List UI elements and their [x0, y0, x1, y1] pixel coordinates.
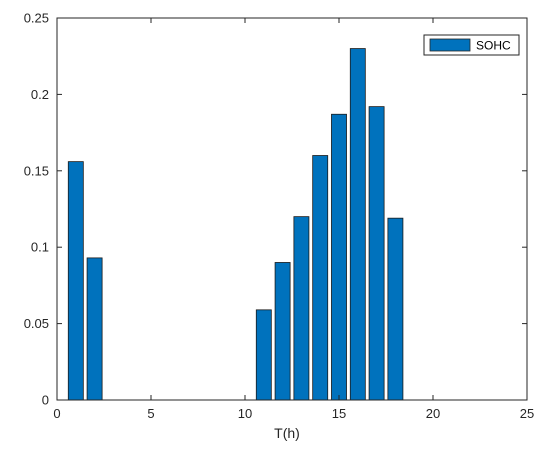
- bar-12: [274, 262, 291, 401]
- x-tick-label: 5: [147, 406, 154, 421]
- x-tick-label: 0: [53, 406, 60, 421]
- bar-13: [293, 216, 310, 401]
- bar-2: [86, 257, 103, 401]
- bar-15: [331, 113, 347, 401]
- y-tick-label: 0: [42, 393, 49, 408]
- legend: SOHC: [423, 34, 520, 56]
- x-tick-label: 20: [426, 406, 440, 421]
- legend-label-sohc: SOHC: [476, 39, 511, 53]
- bar-14: [312, 155, 329, 401]
- bar-17: [368, 106, 385, 401]
- y-tick-label: 0.2: [31, 87, 49, 102]
- y-tick-label: 0.05: [24, 316, 49, 331]
- x-tick-label: 10: [238, 406, 252, 421]
- plot-area-frame: [56, 17, 528, 401]
- x-tick-label: 15: [332, 406, 346, 421]
- y-tick-label: 0.25: [24, 11, 49, 26]
- bar-11: [255, 309, 272, 401]
- bar-1: [67, 161, 84, 401]
- x-axis-label: T(h): [274, 425, 300, 441]
- x-tick-label: 25: [520, 406, 534, 421]
- legend-swatch-sohc: [429, 38, 471, 52]
- bar-18: [387, 217, 404, 401]
- x-axis: 0 5 10 15 20 25: [53, 18, 534, 421]
- bar-16: [349, 48, 366, 401]
- y-axis: 0 0.05 0.1 0.15 0.2 0.25: [24, 11, 527, 408]
- y-tick-label: 0.15: [24, 163, 49, 178]
- y-tick-label: 0.1: [31, 240, 49, 255]
- bars-group: [67, 48, 404, 401]
